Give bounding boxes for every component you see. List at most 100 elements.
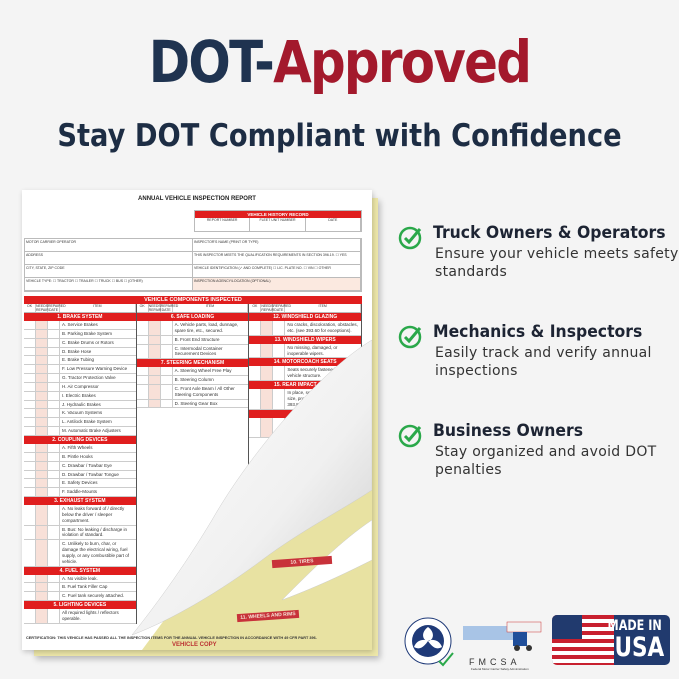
checkbox-cell[interactable] xyxy=(48,356,60,365)
checkbox-cell[interactable] xyxy=(36,329,48,338)
checkbox-cell[interactable] xyxy=(48,479,60,488)
checkbox-cell[interactable] xyxy=(48,609,60,623)
checkbox-cell[interactable] xyxy=(24,461,36,470)
checkbox-cell[interactable] xyxy=(148,376,161,384)
checkbox-cell[interactable] xyxy=(273,321,286,335)
checkbox-cell[interactable] xyxy=(161,321,173,335)
checkbox-cell[interactable] xyxy=(36,391,48,400)
checkbox-cell[interactable] xyxy=(137,344,149,359)
checkbox-cell[interactable] xyxy=(36,418,48,427)
checkbox-cell[interactable] xyxy=(48,338,60,347)
checkbox-cell[interactable] xyxy=(161,335,173,344)
checkbox-cell[interactable] xyxy=(24,505,36,525)
checkbox-cell[interactable] xyxy=(273,343,286,358)
checkbox-cell[interactable] xyxy=(24,338,36,347)
checkbox-cell[interactable] xyxy=(36,374,48,382)
checkbox-cell[interactable] xyxy=(249,343,262,358)
checkbox-cell[interactable] xyxy=(249,321,262,335)
checkbox-cell[interactable] xyxy=(261,321,274,335)
checkbox-cell[interactable] xyxy=(36,443,48,452)
checkbox-cell[interactable] xyxy=(24,452,36,461)
checkbox-cell[interactable] xyxy=(36,338,48,347)
checkbox-cell[interactable] xyxy=(36,609,48,623)
checkbox-cell[interactable] xyxy=(148,367,161,376)
checkbox-cell[interactable] xyxy=(48,365,60,374)
checkbox-cell[interactable] xyxy=(48,488,60,497)
checkbox-cell[interactable] xyxy=(24,525,36,540)
checkbox-cell[interactable] xyxy=(48,374,60,382)
checkbox-cell[interactable] xyxy=(36,574,48,583)
checkbox-cell[interactable] xyxy=(48,574,60,583)
checkbox-cell[interactable] xyxy=(137,367,149,376)
checkbox-cell[interactable] xyxy=(36,347,48,356)
checkbox-cell[interactable] xyxy=(261,343,274,358)
checkbox-cell[interactable] xyxy=(137,335,149,344)
checkbox-cell[interactable] xyxy=(148,321,161,335)
checkbox-cell[interactable] xyxy=(261,389,274,409)
checkbox-cell[interactable] xyxy=(36,592,48,601)
checkbox-cell[interactable] xyxy=(36,488,48,497)
checkbox-cell[interactable] xyxy=(24,470,36,479)
checkbox-cell[interactable] xyxy=(161,344,173,359)
checkbox-cell[interactable] xyxy=(36,583,48,592)
checkbox-cell[interactable] xyxy=(36,356,48,365)
checkbox-cell[interactable] xyxy=(24,382,36,391)
checkbox-cell[interactable] xyxy=(24,443,36,452)
checkbox-cell[interactable] xyxy=(36,470,48,479)
checkbox-cell[interactable] xyxy=(48,427,60,435)
checkbox-cell[interactable] xyxy=(261,417,274,438)
checkbox-cell[interactable] xyxy=(249,417,262,438)
checkbox-cell[interactable] xyxy=(36,321,48,329)
checkbox-cell[interactable] xyxy=(36,452,48,461)
checkbox-cell[interactable] xyxy=(148,344,161,359)
checkbox-cell[interactable] xyxy=(48,329,60,338)
checkbox-cell[interactable] xyxy=(161,384,173,399)
checkbox-cell[interactable] xyxy=(148,399,161,408)
checkbox-cell[interactable] xyxy=(24,479,36,488)
checkbox-cell[interactable] xyxy=(24,609,36,623)
checkbox-cell[interactable] xyxy=(273,366,286,381)
checkbox-cell[interactable] xyxy=(48,391,60,400)
checkbox-cell[interactable] xyxy=(137,321,149,335)
checkbox-cell[interactable] xyxy=(36,461,48,470)
checkbox-cell[interactable] xyxy=(48,382,60,391)
checkbox-cell[interactable] xyxy=(148,384,161,399)
checkbox-cell[interactable] xyxy=(48,505,60,525)
checkbox-cell[interactable] xyxy=(24,365,36,374)
checkbox-cell[interactable] xyxy=(48,443,60,452)
checkbox-cell[interactable] xyxy=(48,525,60,540)
checkbox-cell[interactable] xyxy=(137,376,149,384)
checkbox-cell[interactable] xyxy=(48,400,60,409)
checkbox-cell[interactable] xyxy=(36,427,48,435)
checkbox-cell[interactable] xyxy=(48,540,60,566)
checkbox-cell[interactable] xyxy=(48,461,60,470)
checkbox-cell[interactable] xyxy=(48,592,60,601)
checkbox-cell[interactable] xyxy=(24,329,36,338)
checkbox-cell[interactable] xyxy=(36,505,48,525)
checkbox-cell[interactable] xyxy=(36,400,48,409)
checkbox-cell[interactable] xyxy=(36,365,48,374)
checkbox-cell[interactable] xyxy=(48,583,60,592)
checkbox-cell[interactable] xyxy=(24,583,36,592)
checkbox-cell[interactable] xyxy=(24,427,36,435)
checkbox-cell[interactable] xyxy=(24,374,36,382)
checkbox-cell[interactable] xyxy=(36,525,48,540)
checkbox-cell[interactable] xyxy=(36,479,48,488)
checkbox-cell[interactable] xyxy=(48,321,60,329)
checkbox-cell[interactable] xyxy=(24,540,36,566)
checkbox-cell[interactable] xyxy=(24,488,36,497)
checkbox-cell[interactable] xyxy=(273,389,286,409)
checkbox-cell[interactable] xyxy=(24,347,36,356)
checkbox-cell[interactable] xyxy=(261,366,274,381)
checkbox-cell[interactable] xyxy=(24,391,36,400)
checkbox-cell[interactable] xyxy=(48,418,60,427)
checkbox-cell[interactable] xyxy=(161,376,173,384)
checkbox-cell[interactable] xyxy=(249,389,262,409)
checkbox-cell[interactable] xyxy=(48,470,60,479)
checkbox-cell[interactable] xyxy=(48,452,60,461)
checkbox-cell[interactable] xyxy=(36,409,48,418)
checkbox-cell[interactable] xyxy=(48,409,60,418)
checkbox-cell[interactable] xyxy=(24,574,36,583)
checkbox-cell[interactable] xyxy=(24,321,36,329)
checkbox-cell[interactable] xyxy=(161,367,173,376)
